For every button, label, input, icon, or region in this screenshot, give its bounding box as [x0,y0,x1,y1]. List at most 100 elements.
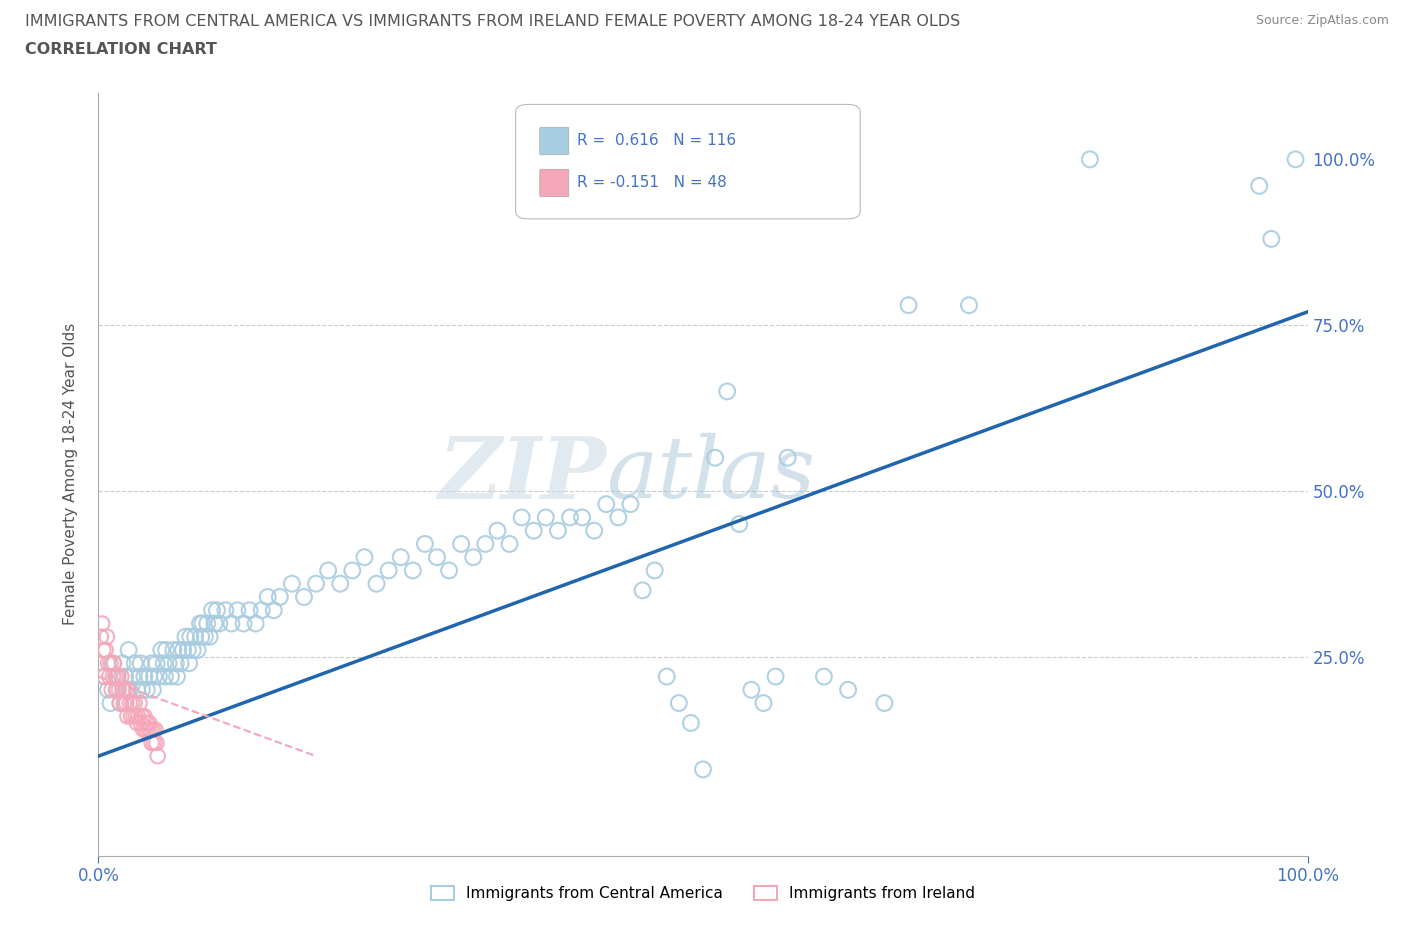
Point [108,696,131,711]
Point [114,683,136,698]
Point [118,696,141,711]
Point [148,669,170,684]
Point [607,510,630,525]
Point [474,537,496,551]
Point [413,537,436,551]
Point [873,696,896,711]
Point [205,603,228,618]
Point [172,643,194,658]
Point [94,643,117,658]
Point [143,723,166,737]
Point [100,683,122,698]
Point [141,656,163,671]
Point [1249,179,1271,193]
Point [740,683,762,698]
Point [127,683,149,698]
Point [139,723,162,737]
Point [135,683,157,698]
Point [152,656,174,671]
Point [305,577,328,591]
Point [377,563,399,578]
Point [1260,232,1282,246]
Text: IMMIGRANTS FROM CENTRAL AMERICA VS IMMIGRANTS FROM IRELAND FEMALE POVERTY AMONG : IMMIGRANTS FROM CENTRAL AMERICA VS IMMIG… [25,14,960,29]
Point [142,683,165,698]
Point [250,603,273,618]
Point [957,298,980,312]
Point [145,736,167,751]
Point [110,669,132,684]
Point [450,537,472,551]
Point [765,669,787,684]
Point [121,696,143,711]
Point [104,669,127,684]
Point [232,616,254,631]
Point [179,630,201,644]
Point [146,749,169,764]
Point [169,656,191,671]
Point [752,696,775,711]
Point [124,696,146,711]
FancyBboxPatch shape [516,104,860,219]
Point [128,696,150,711]
Point [239,603,262,618]
Point [813,669,835,684]
Point [655,669,678,684]
Point [208,616,231,631]
Text: R = -0.151   N = 48: R = -0.151 N = 48 [578,175,727,190]
Point [463,550,485,565]
Point [101,669,124,684]
Point [136,723,159,737]
Point [281,577,304,591]
Point [93,669,115,684]
Point [256,590,278,604]
Point [547,524,569,538]
Point [125,709,148,724]
Point [100,656,122,671]
Point [107,669,129,684]
Point [132,723,155,737]
Point [402,563,425,578]
Legend: Immigrants from Central America, Immigrants from Ireland: Immigrants from Central America, Immigra… [432,886,974,901]
Point [103,656,125,671]
Point [292,590,315,604]
Point [135,723,157,737]
Point [91,616,114,631]
Point [571,510,593,525]
Point [143,669,166,684]
Point [366,577,388,591]
Text: ZIP: ZIP [439,432,606,516]
Point [124,656,146,671]
Point [134,709,156,724]
Point [127,709,149,724]
Point [91,643,114,658]
Point [716,384,738,399]
Point [162,643,184,658]
Point [704,450,727,465]
Point [437,563,460,578]
Y-axis label: Female Poverty Among 18-24 Year Olds: Female Poverty Among 18-24 Year Olds [63,324,77,626]
Point [120,709,142,724]
Point [263,603,285,618]
Point [486,524,509,538]
Point [96,630,118,644]
Point [114,669,136,684]
Point [426,550,449,565]
FancyBboxPatch shape [540,169,569,197]
Point [329,577,352,591]
Point [165,656,187,671]
Point [115,696,138,711]
Point [619,497,641,512]
Point [194,630,217,644]
Point [129,715,152,730]
Point [389,550,412,565]
Point [316,563,339,578]
Point [631,583,654,598]
Point [108,683,131,698]
Point [198,630,221,644]
Point [166,669,188,684]
Point [138,669,160,684]
Point [181,643,204,658]
Point [342,563,364,578]
Point [112,696,135,711]
Point [1078,152,1101,166]
